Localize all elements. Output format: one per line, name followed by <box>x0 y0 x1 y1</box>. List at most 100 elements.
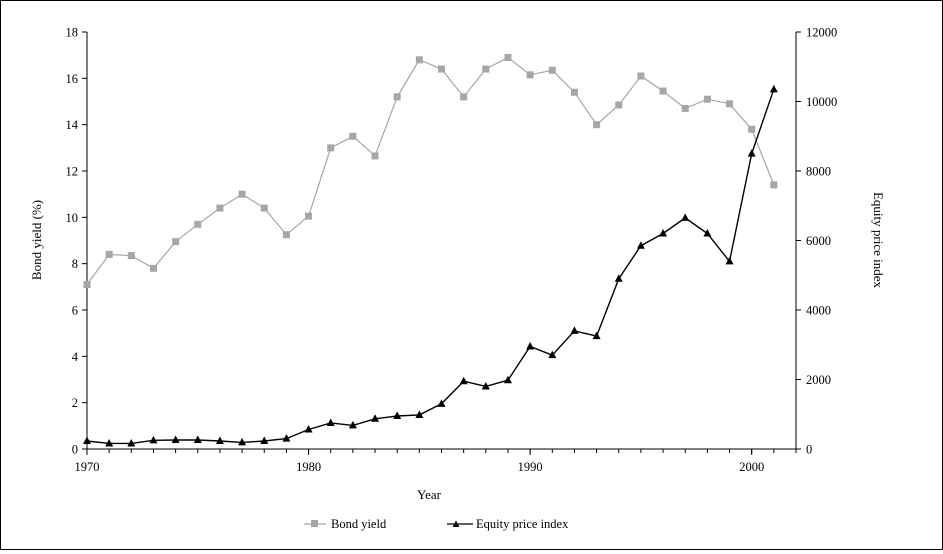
legend-bond-yield-label: Bond yield <box>331 517 387 531</box>
bond-yield-point <box>282 231 290 239</box>
equity-price-index-point <box>393 411 402 419</box>
y-axis-right-title: Equity price index <box>871 192 886 289</box>
bond-yield-line <box>86 56 775 285</box>
equity-price-index-point <box>105 438 114 447</box>
equity-price-index-point <box>83 436 91 445</box>
y-left-tick-label: 0 <box>72 443 78 457</box>
y-right-tick-label: 12000 <box>806 26 837 40</box>
legend-equity-marker <box>452 520 460 527</box>
bond-yield-point <box>703 95 711 103</box>
y-left-tick-label: 8 <box>72 257 78 271</box>
y-left-tick-label: 10 <box>66 211 79 225</box>
bond-yield-point <box>681 104 689 112</box>
bond-yield-point <box>172 238 180 246</box>
equity-price-index-point <box>215 436 224 445</box>
legend-item-equity-price-index: Equity price index <box>447 517 569 531</box>
bond-yield-point <box>504 53 512 61</box>
y-right-tick-label: 8000 <box>806 165 831 179</box>
equity-price-index-point <box>592 331 601 340</box>
bond-yield-point <box>260 204 268 212</box>
y-right-tick-label: 4000 <box>806 304 831 318</box>
equity-price-index-point <box>703 229 712 237</box>
equity-price-index-point <box>459 376 468 385</box>
bond-yield-point <box>637 72 645 80</box>
bond-yield-point <box>216 204 224 212</box>
equity-price-index-point <box>747 149 756 157</box>
y-left-tick-label: 4 <box>72 350 79 364</box>
bond-yield-point <box>770 181 778 189</box>
equity-price-index-point <box>526 341 535 350</box>
bond-yield-point <box>149 264 157 272</box>
equity-price-index-point <box>371 414 380 422</box>
equity-price-index-point <box>282 434 291 442</box>
bond-yield-point <box>570 88 578 96</box>
bond-yield-point <box>659 87 667 95</box>
y-right-tick-label: 10000 <box>806 95 837 109</box>
equity-price-index-point <box>415 410 424 418</box>
bond-yield-point <box>415 56 423 64</box>
legend-bond-yield-marker <box>311 520 318 527</box>
x-tick-label: 1970 <box>75 460 100 474</box>
equity-price-index-point <box>193 435 202 443</box>
bond-yield-point <box>238 190 246 198</box>
bond-yield-point <box>748 125 756 133</box>
bond-yield-point <box>194 220 202 228</box>
equity-price-index-point <box>548 350 557 359</box>
y-left-tick-label: 6 <box>72 304 78 318</box>
equity-price-index-point <box>769 84 778 93</box>
equity-price-index-point <box>326 418 335 426</box>
equity-price-index-point <box>681 213 690 221</box>
bond-yield-point <box>438 65 445 73</box>
y-right-tick-label: 2000 <box>806 373 831 387</box>
equity-price-index-point <box>149 435 158 444</box>
equity-price-index-point <box>304 425 313 433</box>
equity-price-index-point <box>503 375 512 384</box>
series-bond-yield <box>83 53 778 289</box>
equity-price-index-line <box>86 89 775 445</box>
equity-price-index-point <box>481 381 490 390</box>
legend: Bond yield Equity price index <box>304 517 569 531</box>
equity-price-index-point <box>127 438 136 447</box>
bond-yield-point <box>726 100 734 108</box>
x-axis-title: Year <box>417 487 442 502</box>
x-tick-label: 2000 <box>739 460 764 474</box>
equity-price-index-point <box>636 241 645 249</box>
bond-yield-point <box>349 132 357 140</box>
bond-yield-point <box>615 101 623 109</box>
legend-item-bond-yield: Bond yield <box>304 517 387 531</box>
bond-yield-point <box>305 212 313 220</box>
series-layer <box>83 53 778 447</box>
bond-yield-point <box>83 281 91 289</box>
x-tick-label: 1980 <box>296 460 321 474</box>
x-tick-label: 1990 <box>518 460 543 474</box>
y-axis-left-title: Bond yield (%) <box>29 200 44 280</box>
axes: 0 2 4 6 8 10 12 14 16 18 0 2000 4000 6000 8000 10000 120… <box>66 26 838 475</box>
bond-yield-point <box>105 250 113 258</box>
equity-price-index-point <box>437 399 446 407</box>
bond-yield-point <box>548 66 556 74</box>
bond-yield-point <box>393 93 401 101</box>
equity-price-index-point <box>348 420 357 429</box>
equity-price-index-point <box>659 229 668 237</box>
bond-yield-point <box>526 71 534 79</box>
equity-price-index-point <box>725 256 734 265</box>
bond-yield-point <box>460 93 468 101</box>
series-equity-price-index <box>83 84 778 447</box>
y-right-tick-label: 0 <box>806 443 812 457</box>
y-right-tick-label: 6000 <box>806 234 831 248</box>
equity-price-index-point <box>614 274 623 282</box>
y-left-tick-label: 12 <box>66 165 79 179</box>
bond-yield-point <box>327 144 335 152</box>
y-left-tick-label: 2 <box>72 396 78 410</box>
legend-equity-label: Equity price index <box>476 517 569 531</box>
bond-yield-point <box>371 152 379 160</box>
equity-price-index-point <box>238 437 247 446</box>
equity-price-index-point <box>260 436 269 445</box>
equity-price-index-point <box>570 326 579 334</box>
bond-yield-point <box>482 65 490 73</box>
y-left-tick-label: 16 <box>66 72 79 86</box>
y-left-tick-label: 18 <box>66 26 79 40</box>
y-left-tick-label: 14 <box>66 118 79 132</box>
